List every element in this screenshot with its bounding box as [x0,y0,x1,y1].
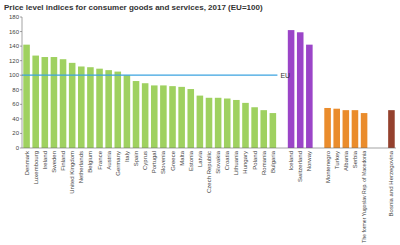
bar [87,67,94,148]
bar [124,75,131,148]
y-tick-label: 100 [9,72,20,78]
x-tick-label: Germany [115,151,121,176]
y-tick-label: 160 [9,29,20,35]
bar [23,45,30,148]
y-tick-label: 180 [9,14,20,20]
bar [105,70,112,148]
x-tick-label: Poland [252,151,258,170]
bar [260,110,267,148]
bar [178,87,185,148]
bar [51,57,58,148]
x-tick-label: Portugal [151,151,157,173]
y-tick-label: 140 [9,43,20,49]
bar [324,108,331,148]
bar [288,30,295,148]
bar [242,103,249,148]
y-tick-label: 120 [9,58,20,64]
x-tick-label: Albania [343,150,349,171]
x-tick-label: Ireland [42,151,48,169]
x-tick-label: Belgium [87,151,93,173]
x-tick-label: Netherlands [78,151,84,183]
bars [22,30,395,148]
bar [197,96,204,148]
x-tick-label: Croatia [224,150,230,170]
x-axis [22,148,396,149]
x-tick-label: Austria [106,150,112,169]
bar [187,89,194,148]
x-tick-label: Switzerland [297,151,303,182]
x-tick-label: Bosnia and Herzegovina [388,150,394,216]
reference-line [22,75,277,76]
bar [206,98,213,148]
x-tick-label: United Kingdom [69,151,75,194]
x-tick-label: Hungary [242,151,248,174]
bar [388,110,395,148]
x-tick-label: Turkey [334,151,340,169]
y-tick-label: 60 [12,101,19,107]
x-tick-label: Spain [133,151,139,166]
bar [160,85,167,148]
bar [343,110,350,148]
y-axis [22,17,23,148]
reference-label: EU [280,72,290,79]
x-tick-label: Romania [261,150,267,175]
x-tick-label: Estonia [188,150,194,171]
bar [60,59,67,148]
bar [42,57,49,148]
x-tick-label: Norway [306,151,312,171]
bar [215,98,222,148]
bar [361,113,368,148]
bar [233,100,240,148]
bar [96,69,103,148]
x-tick-label: The former Yugoslav Rep. of Macedonia [361,151,367,243]
bar [133,81,140,148]
chart: Price level indices for consumer goods a… [0,0,400,245]
x-tick-label: Cyprus [142,151,148,170]
bar [306,45,313,148]
bar [333,109,340,148]
x-tick-label: Lithuania [233,150,239,175]
y-tick-label: 80 [12,87,19,93]
x-tick-label: Greece [170,150,176,170]
bar [352,110,359,148]
bar [32,56,39,148]
x-tick-label: France [97,150,103,169]
bar [270,113,277,148]
x-tick-label: Montenegro [325,150,331,183]
y-tick-label: 0 [16,145,20,151]
bar [142,83,149,148]
title: Price level indices for consumer goods a… [4,3,263,12]
bar [224,99,231,148]
x-tick-label: Iceland [288,151,294,170]
bar [297,32,304,148]
x-tick-label: Slovenia [160,150,166,174]
y-tick-label: 20 [12,130,19,136]
bar [251,107,258,148]
x-tick-label: Denmark [24,150,30,175]
x-tick-label: Finland [60,151,66,171]
x-tick-label: Sweden [51,151,57,173]
bar [151,85,158,148]
x-tick-label: Czech Republic [206,151,212,193]
x-tick-label: Malta [179,150,185,165]
x-tick-label: Latvia [197,150,203,167]
x-tick-label: Italy [124,151,130,162]
x-tick-label: Slovakia [215,150,221,173]
x-tick-label: Bulgaria [270,150,276,173]
bar [114,72,121,148]
bar [78,66,85,148]
bar [169,86,176,148]
x-tick-label: Serbia [352,150,358,168]
x-tick-label: Luxembourg [33,151,39,184]
y-tick-label: 40 [12,116,19,122]
